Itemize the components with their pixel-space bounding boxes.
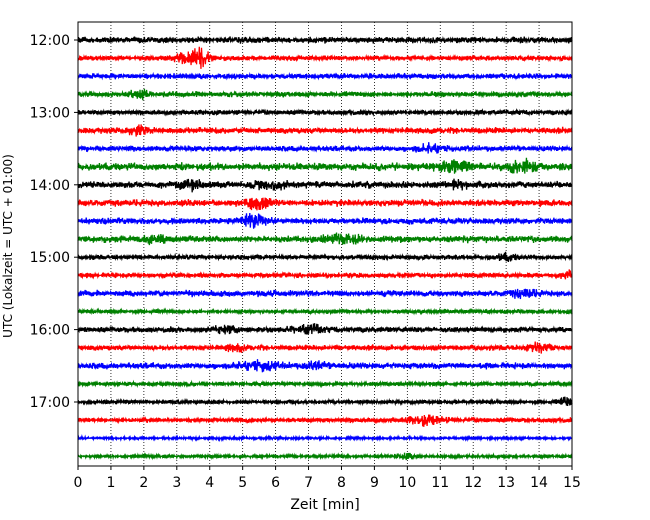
- x-tick-label: 10: [398, 475, 416, 491]
- seismogram-traces: [77, 35, 573, 461]
- seismogram-trace: [77, 178, 573, 193]
- y-tick-label: 15:00: [30, 250, 70, 266]
- seismogram-trace: [77, 434, 573, 443]
- seismogram-trace: [77, 212, 573, 229]
- x-tick-label: 13: [497, 475, 515, 491]
- y-tick-label: 12:00: [30, 33, 70, 49]
- plot-frame: [77, 21, 573, 467]
- x-tick-label: 2: [139, 475, 148, 491]
- seismogram-trace: [77, 307, 573, 316]
- seismogram-trace: [77, 197, 573, 211]
- x-tick-label: 1: [106, 475, 115, 491]
- y-tick-label: 14:00: [30, 178, 70, 194]
- x-tick-label: 7: [304, 475, 313, 491]
- seismogram-trace: [77, 269, 573, 280]
- seismogram-trace: [77, 71, 573, 81]
- y-tick-label: 16:00: [30, 323, 70, 339]
- seismogram-trace: [77, 46, 573, 69]
- x-tick-label: 5: [238, 475, 247, 491]
- y-tick-label: 17:00: [30, 395, 70, 411]
- seismogram-trace: [77, 124, 573, 137]
- y-axis-label: UTC (Lokalzeit = UTC + 01:00): [1, 154, 15, 338]
- seismogram-trace: [77, 107, 573, 117]
- seismogram-trace: [77, 396, 573, 407]
- x-tick-label: 4: [205, 475, 214, 491]
- seismogram-trace: [77, 452, 573, 461]
- seismogram-trace: [77, 323, 573, 335]
- x-tick-label: 0: [74, 475, 83, 491]
- seismogram-trace: [77, 359, 573, 373]
- y-tick-label: 13:00: [30, 105, 70, 121]
- x-tick-label: 9: [370, 475, 379, 491]
- x-tick-label: 12: [464, 475, 482, 491]
- seismogram-trace: [77, 232, 573, 246]
- seismogram-trace: [77, 251, 573, 263]
- seismogram-trace: [77, 142, 573, 154]
- x-tick-label: 11: [431, 475, 449, 491]
- seismogram-trace: [77, 88, 573, 101]
- x-tick-label: 15: [563, 475, 581, 491]
- seismogram-trace: [77, 157, 573, 174]
- seismogram-trace: [77, 341, 573, 354]
- x-tick-label: 14: [530, 475, 548, 491]
- seismogram-trace: [77, 35, 573, 45]
- grid-lines: [110, 22, 540, 466]
- y-axis: 12:00 13:00 14:00 15:00 16:00 17:00: [30, 33, 78, 411]
- seismogram-trace: [77, 379, 573, 389]
- seismogram-trace: [77, 288, 573, 300]
- x-axis-label: Zeit [min]: [290, 497, 359, 513]
- x-tick-label: 8: [337, 475, 346, 491]
- x-tick-label: 6: [271, 475, 280, 491]
- x-tick-label: 3: [172, 475, 181, 491]
- seismogram-trace: [77, 414, 573, 427]
- x-axis: 0 1 2 3 4 5 6 7 8 9 10 11 12 13 14 15: [74, 466, 581, 491]
